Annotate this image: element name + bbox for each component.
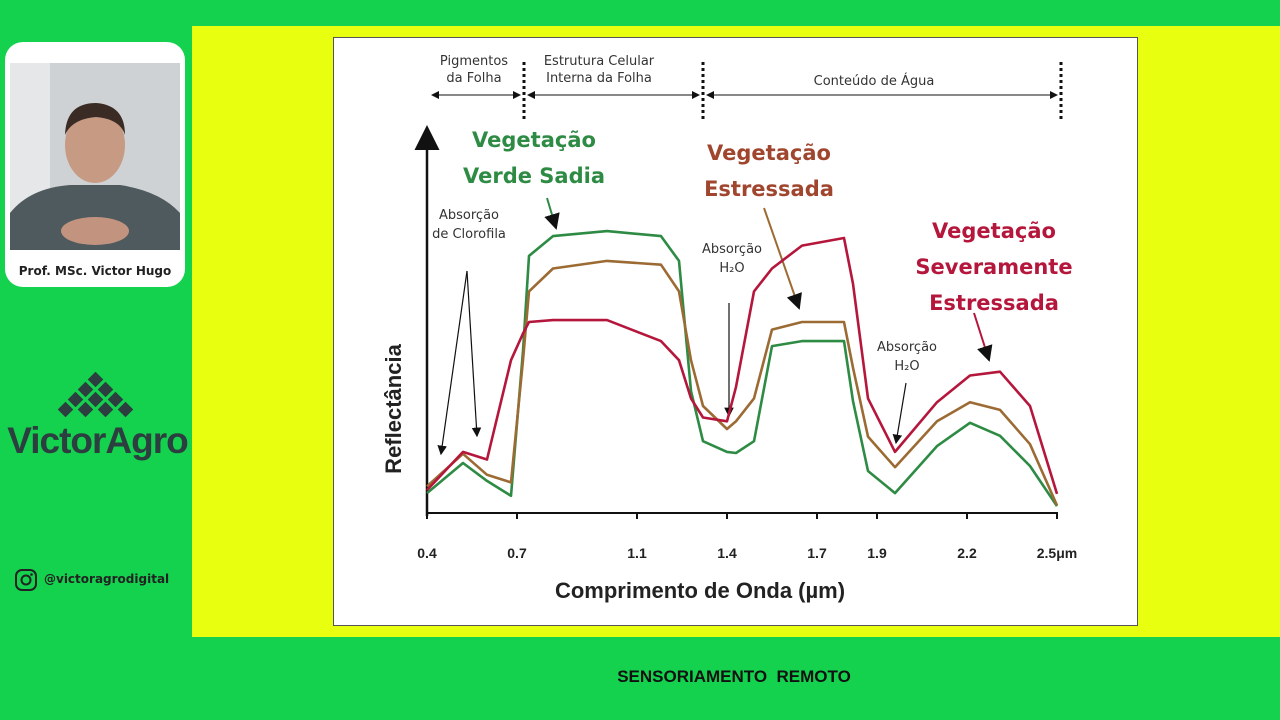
annotation-arrows [437, 197, 993, 456]
section-dividers [522, 62, 1063, 120]
series-label: Vegetação Severamente Estressada [915, 219, 1073, 315]
series-label: Vegetação Verde Sadia [463, 128, 605, 188]
annotation: Absorção de Clorofila [432, 208, 506, 242]
social-handle: @victoragrodigital [44, 572, 170, 586]
x-tick-label: 2.5μm [1037, 545, 1077, 561]
series-line [426, 259, 1059, 506]
x-tick-label: 1.4 [717, 545, 737, 561]
annotation: Absorção H₂O [702, 242, 762, 276]
x-axis-label: Comprimento de Onda (µm) [554, 578, 846, 603]
presenter-name: Prof. MSc. Victor Hugo [18, 264, 172, 278]
section-label: Pigmentos da Folha [439, 54, 509, 86]
brand-logo [57, 372, 134, 418]
series-label: Vegetação Estressada [704, 141, 834, 201]
x-tick-label: 1.9 [867, 545, 887, 561]
annotation: Absorção H₂O [877, 340, 937, 374]
brand-name: VictorAgro [7, 420, 189, 461]
footer-title: SENSORIAMENTO REMOTO [617, 667, 851, 686]
y-axis-label: Reflectância [381, 344, 406, 474]
presenter-photo [10, 63, 180, 250]
chart-frame: 0.4 0.7 1.1 1.4 1.7 1.9 2.2 2.5μm Pigmentos da … [333, 37, 1138, 626]
x-tick-label: 1.7 [807, 545, 827, 561]
series-line [426, 236, 1059, 495]
instagram-icon [15, 569, 37, 591]
x-tick-label: 0.7 [507, 545, 527, 561]
chart: 0.4 0.7 1.1 1.4 1.7 1.9 2.2 2.5μm [414, 62, 1077, 561]
x-tick-label: 1.1 [627, 545, 647, 561]
section-label: Conteúdo de Água [813, 74, 935, 89]
x-tick-label: 2.2 [957, 545, 977, 561]
x-tick-label: 0.4 [417, 545, 437, 561]
section-label: Estrutura Celular Interna da Folha [543, 54, 655, 86]
